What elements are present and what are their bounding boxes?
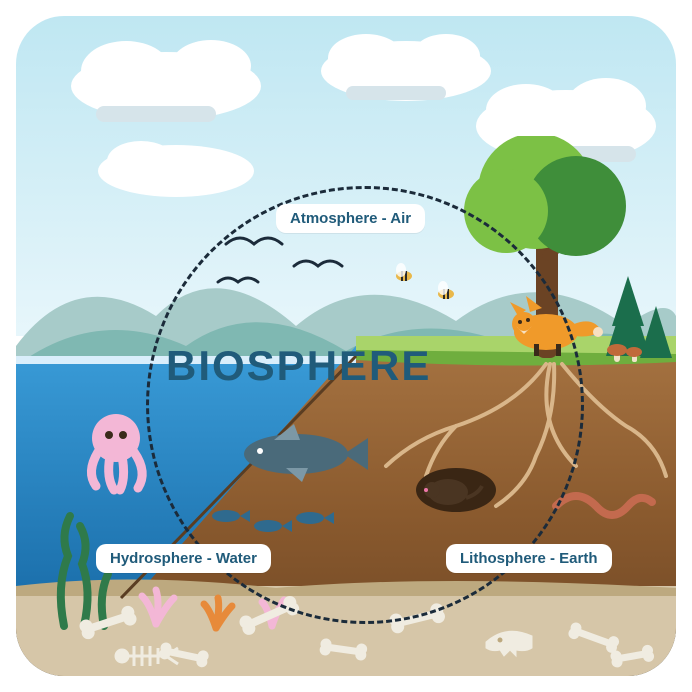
label-lithosphere: Lithosphere - Earth [446,544,612,573]
diagram-title: BIOSPHERE [166,342,431,390]
infographic-frame: BIOSPHERE Atmosphere - Air Hydrosphere -… [16,16,676,676]
label-hydrosphere: Hydrosphere - Water [96,544,271,573]
worm-icon [556,496,652,515]
label-atmosphere: Atmosphere - Air [276,204,425,233]
